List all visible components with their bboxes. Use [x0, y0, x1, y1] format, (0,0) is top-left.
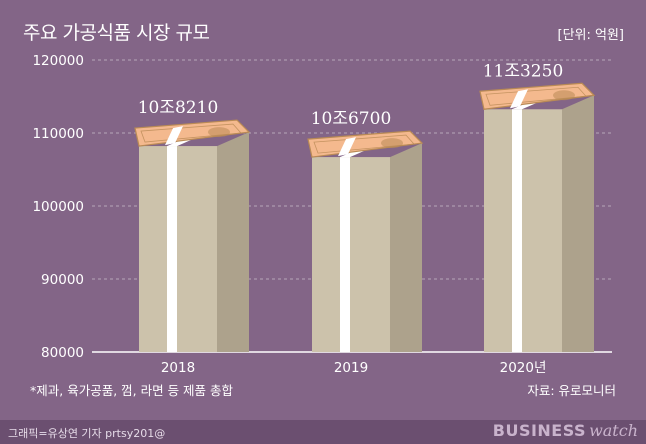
- footer-bar: [0, 420, 646, 444]
- bar-top-banknote: [479, 82, 596, 110]
- footnote: *제과, 육가공품, 껌, 라면 등 제품 총합: [30, 383, 234, 398]
- data-label: 10조8210: [138, 98, 219, 118]
- chart-title: 주요 가공식품 시장 규모: [23, 22, 210, 44]
- y-tick-label: 80000: [41, 345, 84, 361]
- bar-top-banknote: [307, 130, 424, 158]
- bar-side: [390, 143, 422, 352]
- brand-logo: BUSINESS watch: [493, 421, 638, 440]
- source-label: 자료: 유로모니터: [527, 383, 616, 398]
- y-tick-label: 100000: [32, 199, 84, 215]
- bar-top-banknote-portrait: [208, 127, 230, 138]
- x-tick-label: 2020년: [500, 360, 547, 376]
- bar-top-banknote: [134, 119, 251, 147]
- bar-top-band: [165, 126, 183, 146]
- data-label: 11조3250: [483, 61, 564, 81]
- bar-band: [512, 109, 522, 353]
- bar-band-top: [512, 102, 537, 110]
- bar-top-band: [510, 89, 528, 109]
- bar-band: [167, 146, 177, 352]
- bar-top-banknote-frame: [313, 134, 415, 154]
- data-label: 10조6700: [311, 109, 392, 129]
- bar-side: [562, 95, 594, 353]
- y-tick-label: 110000: [32, 126, 84, 142]
- bar-front: [312, 157, 390, 352]
- graphic-credit: 그래픽=유상연 기자 prtsy201@: [8, 427, 166, 440]
- x-tick-label: 2019: [334, 360, 368, 376]
- bar-band: [340, 157, 350, 352]
- bar-top-banknote-portrait: [553, 90, 575, 101]
- y-tick-label: 120000: [32, 53, 84, 69]
- bar-front: [139, 146, 217, 352]
- bar-top-banknote-frame: [485, 86, 587, 106]
- y-tick-label: 90000: [41, 272, 84, 288]
- bar-top-banknote-frame: [140, 123, 242, 143]
- unit-label: [단위: 억원]: [557, 28, 625, 43]
- bar-top-band: [338, 137, 356, 157]
- bar-side: [217, 132, 249, 352]
- bar-top-banknote-portrait: [381, 138, 403, 149]
- bar-front: [484, 109, 562, 353]
- bar-band-top: [340, 150, 365, 158]
- x-tick-label: 2018: [161, 360, 195, 376]
- bar-band-top: [167, 139, 192, 147]
- brand-logo-bold: BUSINESS: [492, 421, 587, 440]
- brand-logo-italic: watch: [589, 421, 638, 440]
